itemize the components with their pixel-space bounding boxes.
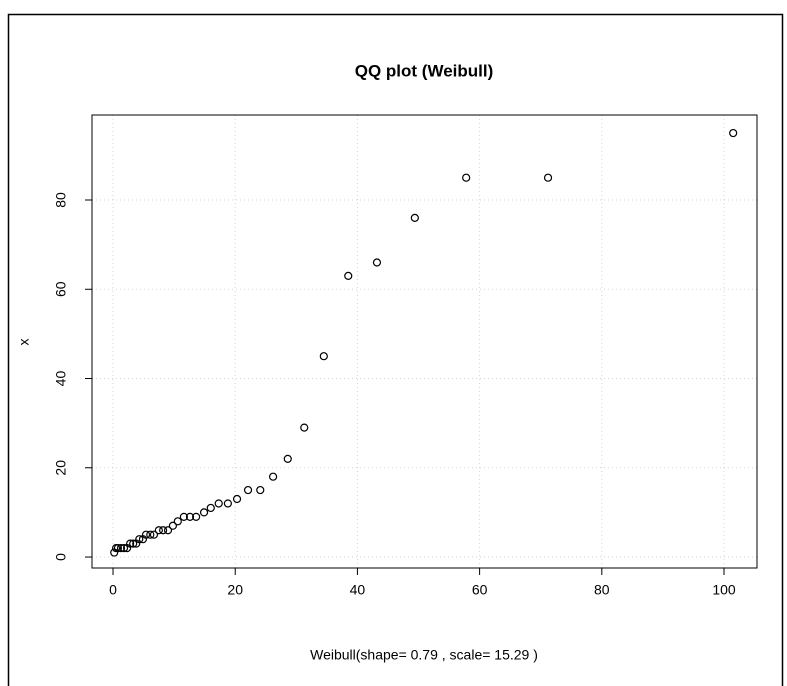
point [185, 512, 195, 521]
point [173, 517, 182, 526]
point [199, 508, 209, 517]
point [214, 499, 223, 508]
x-axis-label: Weibull(shape= 0.79 , scale= 15.29 ) [310, 647, 538, 663]
point [344, 271, 353, 280]
point [319, 352, 328, 361]
y-axis-label: x [16, 339, 32, 346]
point [243, 485, 253, 495]
point [168, 521, 177, 530]
point [179, 512, 188, 521]
point [206, 503, 215, 513]
point [159, 526, 168, 535]
point [126, 539, 135, 548]
chart-title: QQ plot (Weibull) [355, 61, 494, 80]
point [543, 173, 553, 182]
point [283, 454, 292, 463]
point [149, 530, 159, 539]
point [192, 512, 201, 521]
point [462, 173, 471, 182]
x-tick-label: 20 [227, 582, 243, 598]
x-tick-label: 60 [472, 582, 488, 598]
point [129, 539, 138, 548]
point [113, 543, 123, 553]
point [729, 128, 738, 138]
point [256, 485, 265, 495]
point [110, 548, 119, 557]
point [268, 472, 278, 481]
y-tick-label: 80 [53, 192, 69, 208]
y-tick-label: 60 [53, 281, 69, 297]
y-tick-label: 0 [53, 553, 69, 561]
point [410, 213, 419, 222]
point [223, 499, 232, 508]
point [135, 535, 144, 544]
point [163, 526, 173, 535]
point [154, 526, 163, 535]
y-tick-label: 40 [53, 371, 69, 387]
window-frame [7, 13, 784, 686]
point [141, 530, 151, 539]
plot-box [91, 114, 758, 569]
y-tick-label: 20 [53, 460, 69, 476]
point [146, 530, 155, 539]
point [232, 494, 242, 504]
x-tick-label: 80 [594, 582, 610, 598]
point [119, 543, 129, 553]
point [372, 258, 382, 267]
x-tick-label: 100 [712, 582, 736, 598]
x-tick-label: 0 [109, 582, 117, 598]
x-tick-label: 40 [350, 582, 366, 598]
point [300, 423, 309, 432]
point [116, 543, 126, 553]
